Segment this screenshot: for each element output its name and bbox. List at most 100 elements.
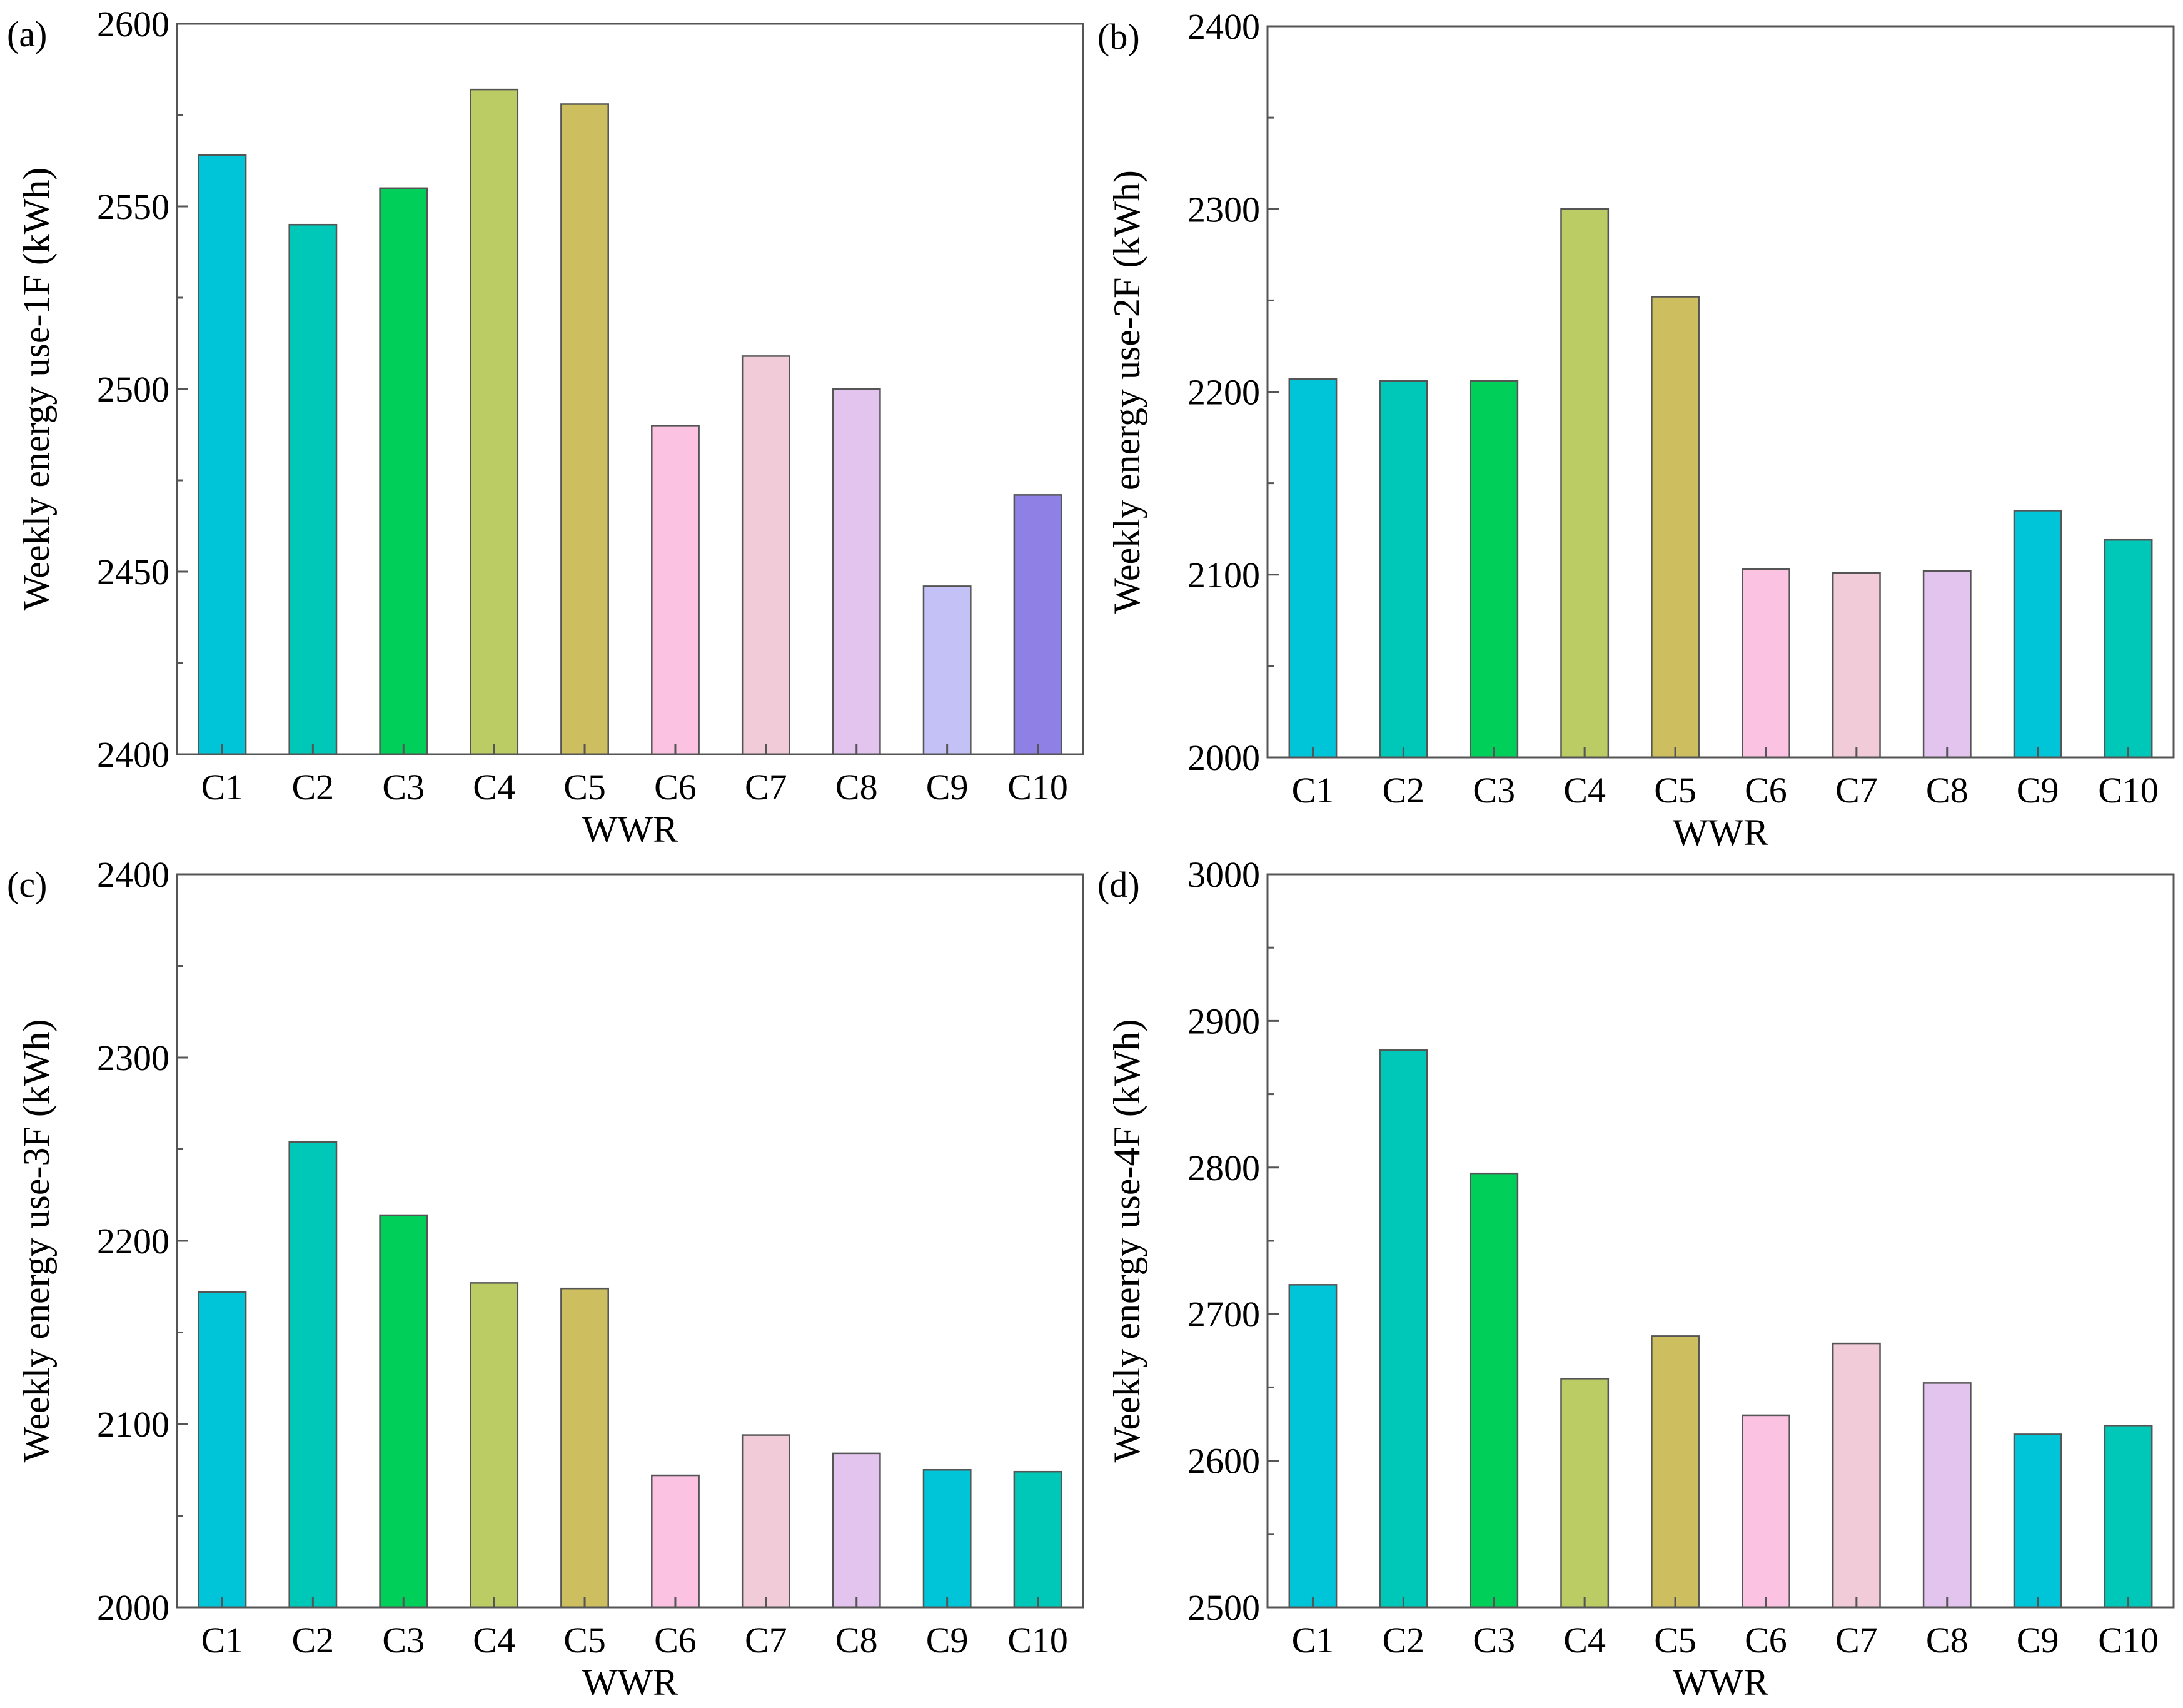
y-axis-title: Weekly energy use-4F (kWh) xyxy=(1106,1019,1147,1463)
bar-c8 xyxy=(832,388,881,755)
y-tick-label: 2900 xyxy=(1187,1001,1260,1041)
bar-c1 xyxy=(1288,1284,1338,1609)
y-tick-label: 2000 xyxy=(97,1587,169,1628)
y-tick-label: 2200 xyxy=(97,1221,169,1261)
bar-c10 xyxy=(1013,494,1062,755)
x-tick-label-c7: C7 xyxy=(745,767,787,807)
x-tick-label-c7: C7 xyxy=(1835,770,1878,811)
chart-panel-3: 2000 2100 2200 2300 2400 C1 C2 C3 C4 C5 C6 C7 C8 C9 C1… xyxy=(7,854,1084,1703)
x-axis-title: WWR xyxy=(1673,812,1768,853)
y-axis-title: Weekly energy use-2F (kWh) xyxy=(1106,170,1147,614)
x-axis-title: WWR xyxy=(1673,1662,1768,1703)
x-tick-label-c10: C10 xyxy=(2098,1620,2159,1660)
y-axis-title: Weekly energy use-1F (kWh) xyxy=(16,168,57,611)
bar-c8 xyxy=(1922,570,1972,759)
x-tick-label-c9: C9 xyxy=(926,1620,969,1660)
bar-c5 xyxy=(560,103,609,755)
bar-c6 xyxy=(1742,1414,1790,1609)
bar-c5 xyxy=(1651,1335,1700,1609)
y-tick-label: 2400 xyxy=(97,734,169,775)
y-tick-label: 2550 xyxy=(97,186,169,227)
y-tick-label: 2800 xyxy=(1187,1148,1260,1188)
bar-c10 xyxy=(2104,538,2153,759)
x-tick-label-c1: C1 xyxy=(201,1620,244,1660)
bar-c9 xyxy=(2013,510,2062,759)
bar-c3 xyxy=(1470,1172,1519,1609)
bar-c3 xyxy=(379,1214,428,1609)
x-tick-label-c2: C2 xyxy=(1383,1620,1425,1660)
bar-c6 xyxy=(1742,568,1790,759)
bar-c9 xyxy=(2013,1433,2062,1609)
x-tick-label-c1: C1 xyxy=(1292,770,1334,811)
y-tick-label: 2500 xyxy=(97,369,169,410)
y-tick-label: 2500 xyxy=(1187,1587,1260,1628)
y-tick-label: 2400 xyxy=(1187,6,1260,47)
x-tick-label-c3: C3 xyxy=(1473,770,1515,811)
x-tick-label-c10: C10 xyxy=(2098,770,2159,811)
x-tick-label-c9: C9 xyxy=(2017,770,2059,811)
bar-c4 xyxy=(470,88,519,755)
chart-panel-2: 2000 2100 2200 2300 2400 C1 C2 C3 C4 C5 C6 C7 C8 C9 C1… xyxy=(1097,6,2175,853)
bar-c2 xyxy=(288,223,338,755)
x-tick-label-c8: C8 xyxy=(835,1620,878,1660)
bar-c7 xyxy=(741,355,790,755)
bar-c6 xyxy=(651,425,700,755)
x-tick-label-c3: C3 xyxy=(382,1620,425,1660)
x-tick-label-c10: C10 xyxy=(1007,767,1068,807)
y-tick-label: 3000 xyxy=(1187,854,1260,895)
x-axis-title: WWR xyxy=(582,809,678,850)
bar-c2 xyxy=(1379,1049,1428,1609)
x-tick-label-c7: C7 xyxy=(745,1620,787,1660)
bar-c7 xyxy=(741,1434,790,1609)
x-tick-label-c2: C2 xyxy=(292,767,335,807)
y-tick-label: 2000 xyxy=(1187,737,1260,778)
x-tick-label-c6: C6 xyxy=(1745,770,1787,811)
x-tick-label-c3: C3 xyxy=(1473,1620,1515,1660)
x-axis-title: WWR xyxy=(582,1662,678,1703)
x-tick-label-c2: C2 xyxy=(292,1620,335,1660)
bar-c10 xyxy=(1013,1470,1062,1609)
bar-c1 xyxy=(198,154,247,755)
x-tick-label-c5: C5 xyxy=(563,1620,606,1660)
bar-c10 xyxy=(2104,1425,2153,1609)
bar-c4 xyxy=(1560,208,1610,759)
x-tick-label-c8: C8 xyxy=(1926,770,1969,811)
chart-panel-4: 2500 2600 2700 2800 2900 3000 C1 C2 C3 C4 C5 C6 C7 C8… xyxy=(1097,854,2175,1703)
bar-c5 xyxy=(560,1287,609,1609)
y-tick-label: 2400 xyxy=(97,854,169,895)
x-tick-label-c10: C10 xyxy=(1007,1620,1068,1660)
y-tick-label: 2300 xyxy=(1187,189,1260,230)
bar-c8 xyxy=(832,1452,881,1609)
x-tick-label-c4: C4 xyxy=(1563,1620,1606,1660)
bar-c4 xyxy=(1560,1378,1610,1609)
bar-c4 xyxy=(470,1282,519,1609)
bar-c8 xyxy=(1922,1382,1972,1609)
bar-c3 xyxy=(379,187,428,755)
bar-c7 xyxy=(1832,572,1881,759)
bar-c2 xyxy=(1379,380,1428,759)
y-tick-label: 2300 xyxy=(97,1038,169,1078)
x-tick-label-c4: C4 xyxy=(473,1620,515,1660)
x-tick-label-c6: C6 xyxy=(1745,1620,1787,1660)
x-tick-label-c9: C9 xyxy=(926,767,969,807)
x-tick-label-c6: C6 xyxy=(654,1620,697,1660)
bar-c1 xyxy=(1288,378,1338,759)
x-tick-label-c3: C3 xyxy=(382,767,425,807)
x-tick-label-c8: C8 xyxy=(835,767,878,807)
bar-c2 xyxy=(288,1141,338,1609)
x-tick-label-c5: C5 xyxy=(1654,770,1696,811)
bar-c9 xyxy=(922,585,972,755)
bar-c9 xyxy=(922,1469,972,1609)
y-tick-label: 2200 xyxy=(1187,372,1260,413)
y-axis-title: Weekly energy use-3F (kWh) xyxy=(16,1019,57,1463)
x-tick-label-c2: C2 xyxy=(1383,770,1425,811)
x-tick-label-c1: C1 xyxy=(201,767,244,807)
bar-c3 xyxy=(1470,380,1519,759)
panel-label: (a) xyxy=(7,14,47,54)
y-tick-label: 2450 xyxy=(97,552,169,592)
y-tick-label: 2700 xyxy=(1187,1294,1260,1335)
panel-label: (c) xyxy=(7,864,47,905)
x-tick-label-c6: C6 xyxy=(654,767,697,807)
x-tick-label-c7: C7 xyxy=(1835,1620,1878,1660)
